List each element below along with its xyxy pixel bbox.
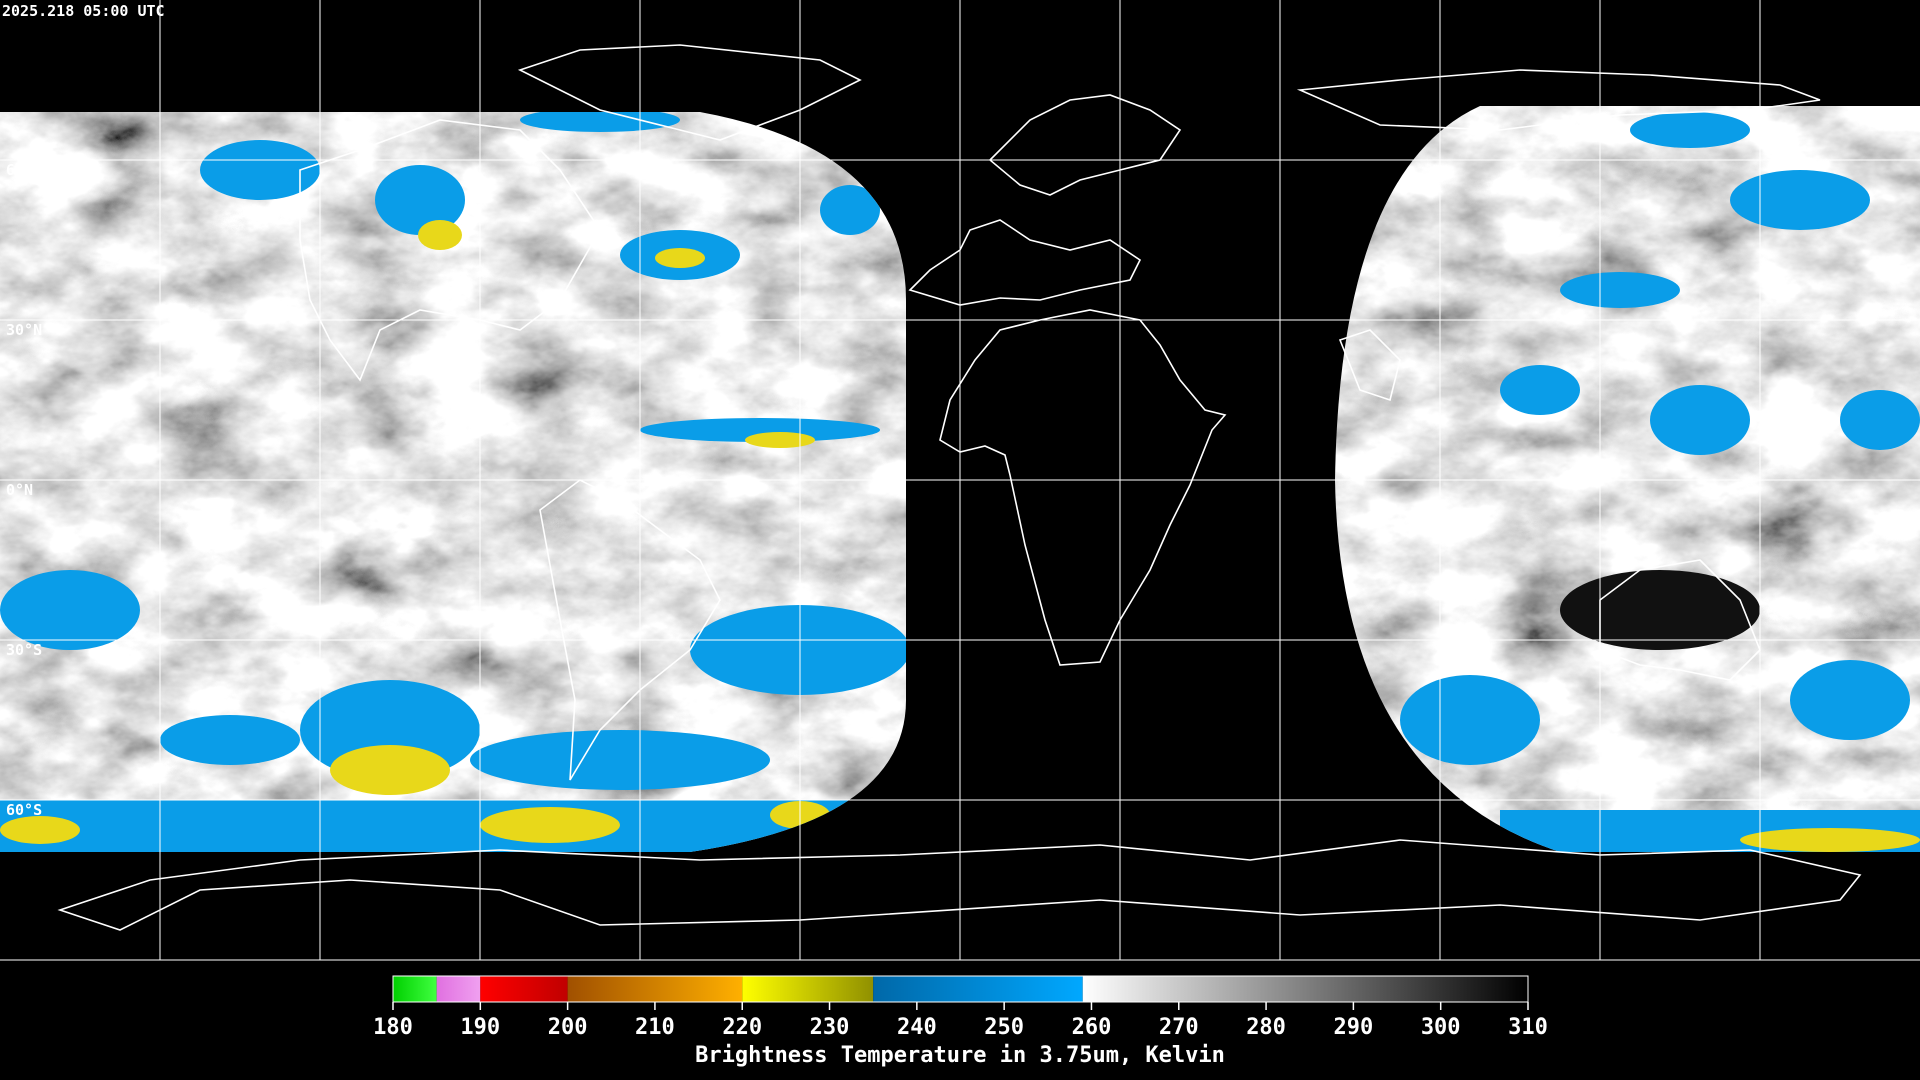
colorbar-segment: [436, 976, 481, 1002]
coastlines: [57, 44, 1862, 931]
latitude-label: 30°S: [6, 641, 42, 659]
colorbar-segment: [742, 976, 874, 1002]
colorbar-tick-label: 290: [1334, 1015, 1374, 1040]
left-imagery: [0, 112, 906, 852]
colorbar-tick-label: 210: [635, 1015, 675, 1040]
colorbar-segment: [393, 976, 437, 1002]
latitude-label: 60°S: [6, 801, 42, 819]
colorbar-tick-label: 270: [1159, 1015, 1199, 1040]
colorbar: 180 190 200 210 220 230 240 250 260 270 280 290 300 3…: [373, 975, 1548, 1040]
colorbar-tick-label: 190: [460, 1015, 500, 1040]
colorbar-label: Brightness Temperature in 3.75um, Kelvin: [695, 1043, 1225, 1068]
colorbar-segment: [480, 976, 568, 1002]
graticule: [0, 0, 1920, 961]
latitude-labels: 60°N 30°N 0°N 30°S 60°S: [6, 161, 42, 819]
colorbar-tick-label: 280: [1246, 1015, 1286, 1040]
colorbar-tick-label: 200: [548, 1015, 588, 1040]
colorbar-frame: [392, 975, 1529, 1003]
colorbar-tick-label: 240: [897, 1015, 937, 1040]
latitude-label: 0°N: [6, 481, 33, 499]
colorbar-segment: [567, 976, 743, 1002]
colorbar-tick-label: 230: [810, 1015, 850, 1040]
timestamp: 2025.218 05:00 UTC: [2, 2, 165, 20]
colorbar-tick-label: 260: [1072, 1015, 1112, 1040]
colorbar-tick-label: 220: [722, 1015, 762, 1040]
colorbar-tick-label: 250: [984, 1015, 1024, 1040]
right-imagery: [1335, 106, 1920, 852]
colorbar-tick-label: 310: [1508, 1015, 1548, 1040]
colorbar-tick-label: 180: [373, 1015, 413, 1040]
latitude-label: 60°N: [6, 161, 42, 179]
colorbar-tick-label: 300: [1421, 1015, 1461, 1040]
colorbar-segment: [873, 976, 1083, 1002]
latitude-label: 30°N: [6, 321, 42, 339]
colorbar-segment: [1082, 976, 1528, 1002]
